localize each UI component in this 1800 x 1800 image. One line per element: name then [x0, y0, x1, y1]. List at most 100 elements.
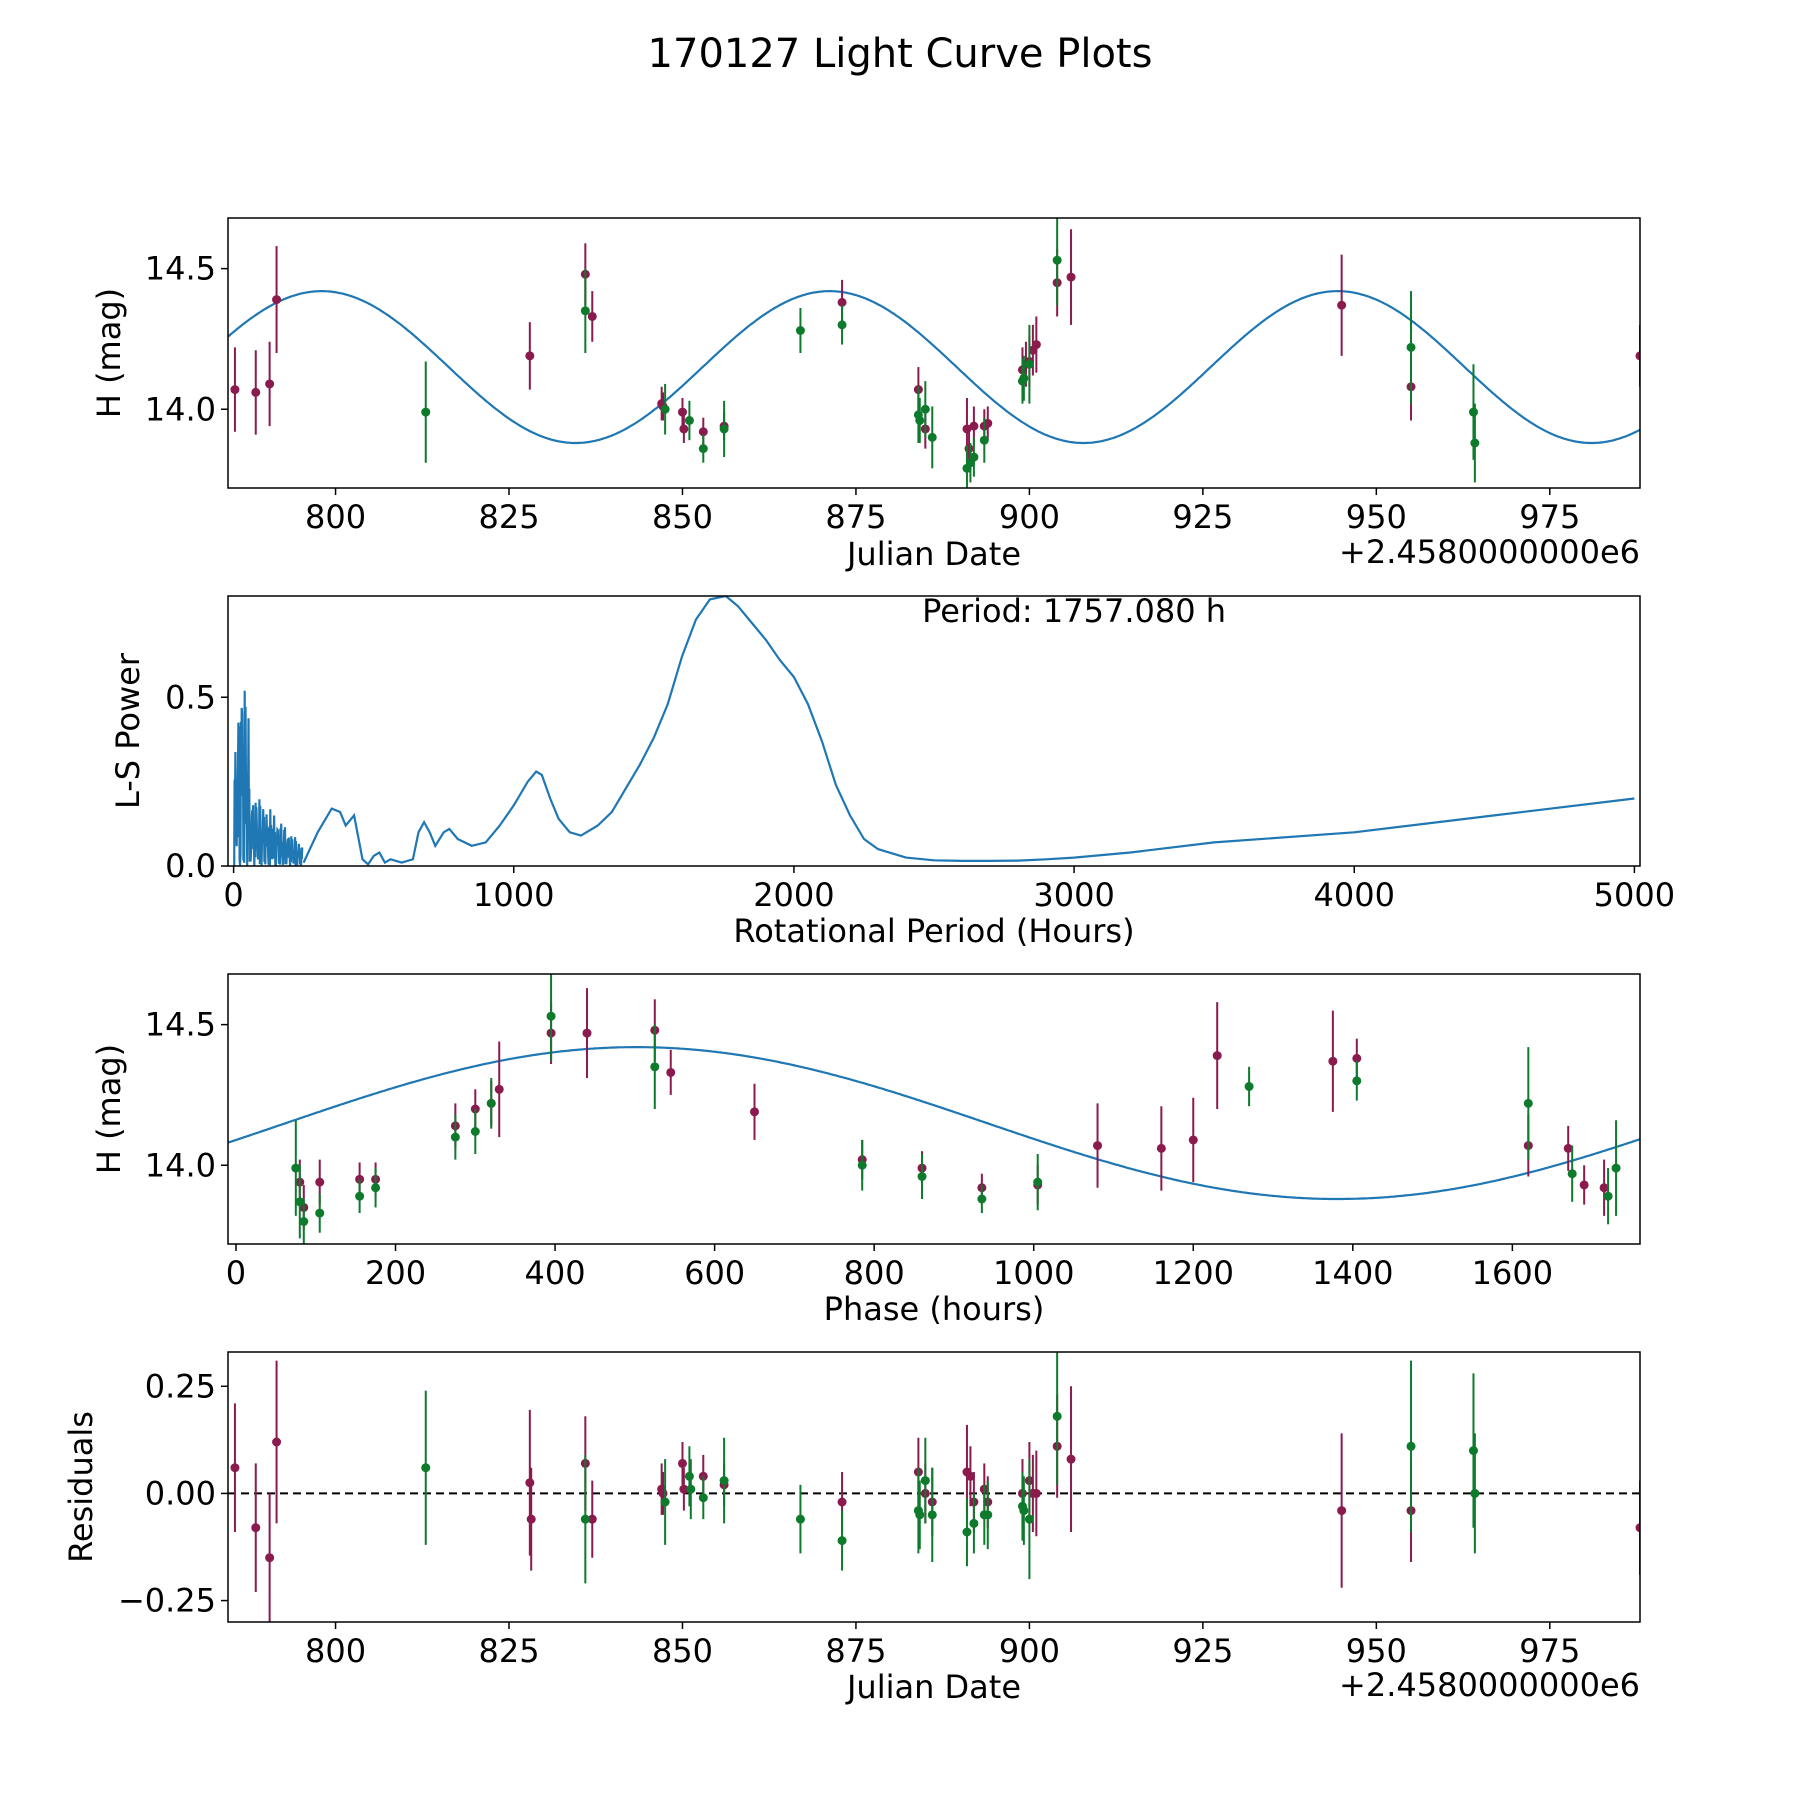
set_a-data-point — [526, 1514, 536, 1524]
set_a-data-point — [272, 295, 282, 305]
x-tick-label: 875 — [825, 1632, 886, 1670]
x-tick-label: 900 — [999, 498, 1060, 536]
set_a-data-point — [1066, 1454, 1076, 1464]
set_b-data-point — [719, 424, 729, 434]
x-tick-label: 0 — [223, 876, 243, 914]
phased-lightcurve-panel: 0 200 400 600 800 1000 1200 1400 1600 14.0 14.5 Pha… — [90, 973, 1641, 1328]
set_b-data-point — [660, 1497, 670, 1507]
x-axis-label: Julian Date — [845, 1668, 1021, 1706]
x-tick-label: 925 — [1172, 498, 1233, 536]
plot-frame-3 — [227, 1351, 1641, 1623]
set_a-data-point — [1635, 1523, 1640, 1533]
model-fit-curve — [228, 1046, 1640, 1201]
set_a-data-point — [1328, 1056, 1338, 1066]
set_a-data-point — [1337, 1506, 1347, 1516]
x-tick-label: 900 — [999, 1632, 1060, 1670]
set_b-data-point — [486, 1098, 496, 1108]
y-tick-label: 0.0 — [165, 847, 216, 885]
set_b-data-point — [969, 452, 979, 462]
x-tick-label: 975 — [1519, 498, 1580, 536]
set_a-data-point — [677, 1458, 687, 1468]
set_a-data-point — [964, 444, 974, 454]
set_b-data-point — [1052, 255, 1062, 265]
set_b-data-point — [1567, 1169, 1577, 1179]
y-axis-label: H (mag) — [90, 1044, 128, 1174]
set_b-data-point — [291, 1163, 301, 1173]
set_b-data-point — [837, 1536, 847, 1546]
set_a-data-point — [1337, 300, 1347, 310]
set_b-data-point — [1019, 373, 1029, 383]
plot-area — [233, 596, 1635, 866]
set_b-data-point — [1019, 1506, 1029, 1516]
x-tick-label: 800 — [305, 498, 366, 536]
set_a-data-point — [679, 424, 689, 434]
x-tick-label: 200 — [365, 1254, 426, 1292]
set_a-data-point — [525, 351, 535, 361]
set_b-data-point — [1244, 1082, 1254, 1091]
set_a-data-point — [251, 387, 261, 397]
set_b-data-point — [977, 1194, 987, 1204]
period-annotation: Period: 1757.080 h — [922, 592, 1226, 630]
set_b-data-point — [1468, 1446, 1478, 1456]
set_b-data-point — [915, 416, 925, 425]
x-tick-label: 1600 — [1472, 1254, 1553, 1292]
model-fit-curve — [228, 290, 1640, 445]
plot-frame-1 — [227, 595, 1641, 867]
x-tick-label: 825 — [478, 1632, 539, 1670]
y-axis-label: H (mag) — [90, 288, 128, 418]
y-tick-label: 0.00 — [145, 1474, 216, 1512]
set_a-data-point — [983, 418, 993, 428]
set_b-data-point — [915, 1510, 925, 1520]
x-axis-label: Phase (hours) — [824, 1290, 1045, 1328]
set_b-data-point — [1611, 1163, 1621, 1173]
set_b-data-point — [421, 1463, 431, 1473]
set_b-data-point — [684, 1471, 694, 1481]
set_a-data-point — [1156, 1143, 1166, 1153]
set_b-data-point — [650, 1062, 660, 1072]
y-axis-label: Residuals — [62, 1411, 100, 1563]
set_b-data-point — [1352, 1076, 1362, 1086]
y-tick-label: 0.25 — [145, 1367, 216, 1405]
x-tick-label: 800 — [844, 1254, 905, 1292]
x-tick-label: 850 — [652, 1632, 713, 1670]
x-tick-label: 2000 — [753, 876, 834, 914]
set_b-data-point — [1603, 1191, 1613, 1201]
periodogram-panel: 0 1000 2000 3000 4000 5000 0.0 0.5 Rotational Pe… — [109, 592, 1675, 950]
set_b-data-point — [837, 320, 847, 330]
set_a-data-point — [750, 1107, 760, 1117]
set_a-data-point — [1599, 1183, 1609, 1193]
set_b-data-point — [470, 1127, 480, 1136]
set_b-data-point — [580, 1514, 590, 1524]
set_b-data-point — [979, 435, 989, 445]
y-tick-label: 14.5 — [145, 250, 216, 288]
x-tick-label: 400 — [525, 1254, 586, 1292]
plot-area — [228, 218, 1640, 488]
set_b-data-point — [1406, 342, 1416, 352]
set_b-data-point — [795, 1514, 805, 1524]
x-axis-label: Rotational Period (Hours) — [733, 912, 1134, 950]
set_a-data-point — [315, 1177, 325, 1187]
y-axis-label: L-S Power — [109, 652, 147, 809]
y-tick-label: 14.5 — [145, 1006, 216, 1044]
set_a-data-point — [265, 379, 275, 389]
x-tick-label: 925 — [1172, 1632, 1233, 1670]
set_a-data-point — [1093, 1141, 1103, 1151]
set_b-data-point — [450, 1132, 460, 1142]
set_a-data-point — [658, 1488, 668, 1498]
residuals-panel: 800 825 850 875 900 925 950 975 −0.25 0.00 0.25 Jul… — [62, 1351, 1641, 1706]
set_b-data-point — [927, 432, 937, 442]
set_a-data-point — [837, 297, 847, 307]
set_b-data-point — [1406, 1441, 1416, 1451]
set_b-data-point — [983, 1510, 993, 1520]
x-tick-label: 875 — [825, 498, 886, 536]
set_a-data-point — [265, 1553, 275, 1563]
set_b-data-point — [421, 407, 431, 417]
set_a-data-point — [1031, 1488, 1041, 1498]
set_a-data-point — [1212, 1051, 1222, 1061]
set_a-data-point — [677, 407, 687, 417]
x-offset-label: +2.4580000000e6 — [1339, 533, 1640, 571]
set_a-data-point — [230, 1463, 240, 1473]
set_b-data-point — [686, 1484, 696, 1494]
power-trace — [302, 596, 1635, 866]
set_a-data-point — [230, 385, 240, 395]
